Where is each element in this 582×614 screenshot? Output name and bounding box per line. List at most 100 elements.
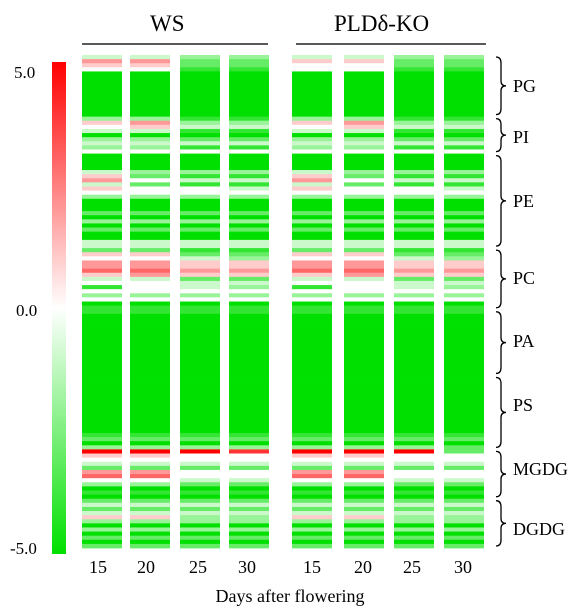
heatmap-cell bbox=[229, 128, 269, 134]
heatmap-cell bbox=[82, 227, 122, 233]
heatmap-cell bbox=[344, 71, 384, 76]
heatmap-cell bbox=[130, 63, 170, 68]
heatmap-cell bbox=[344, 91, 384, 97]
heatmap-cell bbox=[292, 260, 332, 265]
heatmap-cell bbox=[394, 297, 434, 302]
heatmap-cell bbox=[82, 498, 122, 504]
heatmap-cell bbox=[394, 116, 434, 122]
heatmap-cell bbox=[394, 256, 434, 261]
heatmap-cell bbox=[229, 59, 269, 64]
heatmap-cell bbox=[444, 211, 484, 216]
heatmap-cell bbox=[292, 235, 332, 241]
heatmap-cell bbox=[394, 145, 434, 150]
heatmap-cell bbox=[344, 235, 384, 241]
heatmap-cell bbox=[82, 293, 122, 298]
heatmap-cell bbox=[344, 437, 384, 442]
heatmap-cell bbox=[180, 511, 220, 516]
heatmap-cell bbox=[344, 79, 384, 85]
heatmap-cell bbox=[444, 91, 484, 97]
heatmap-cell bbox=[292, 404, 332, 409]
heatmap-cell bbox=[180, 141, 220, 146]
heatmap-cell bbox=[444, 342, 484, 348]
heatmap-cell bbox=[180, 338, 220, 343]
heatmap-cell bbox=[130, 83, 170, 89]
heatmap-cell bbox=[394, 420, 434, 426]
heatmap-cell bbox=[229, 165, 269, 171]
heatmap-cell bbox=[344, 457, 384, 463]
heatmap-cell bbox=[292, 519, 332, 524]
class-brace-pc bbox=[495, 249, 507, 309]
heatmap-cell bbox=[180, 363, 220, 368]
heatmap-cell bbox=[229, 239, 269, 245]
heatmap-cell bbox=[130, 153, 170, 159]
heatmap-cell bbox=[130, 128, 170, 134]
heatmap-cell bbox=[444, 207, 484, 212]
heatmap-cell bbox=[82, 523, 122, 528]
heatmap-cell bbox=[180, 272, 220, 278]
heatmap-cell bbox=[394, 416, 434, 422]
heatmap-cell bbox=[292, 264, 332, 270]
heatmap-cell bbox=[229, 55, 269, 60]
heatmap-cell bbox=[394, 428, 434, 434]
heatmap-cell bbox=[394, 301, 434, 307]
heatmap-cell bbox=[130, 223, 170, 228]
heatmap-cell bbox=[130, 104, 170, 109]
heatmap-cell bbox=[229, 96, 269, 101]
heatmap-cell bbox=[444, 104, 484, 109]
heatmap-cell bbox=[394, 359, 434, 364]
heatmap-cell bbox=[229, 63, 269, 68]
heatmap-cell bbox=[344, 297, 384, 302]
heatmap-cell bbox=[394, 482, 434, 487]
heatmap-cell bbox=[82, 527, 122, 532]
heatmap-cell bbox=[130, 350, 170, 356]
heatmap-cell bbox=[444, 243, 484, 249]
heatmap-cell bbox=[394, 260, 434, 265]
heatmap-cell bbox=[292, 371, 332, 376]
heatmap-cell bbox=[180, 371, 220, 376]
class-brace-pi bbox=[495, 117, 507, 153]
heatmap-cell bbox=[82, 268, 122, 274]
heatmap-cell bbox=[229, 248, 269, 253]
colorbar-tick-mid: 0.0 bbox=[16, 301, 38, 320]
heatmap-cell bbox=[292, 289, 332, 294]
heatmap-cell bbox=[444, 543, 484, 549]
heatmap-cell bbox=[229, 149, 269, 154]
heatmap-cell bbox=[82, 211, 122, 216]
heatmap-cell bbox=[130, 486, 170, 491]
heatmap-cell bbox=[82, 482, 122, 487]
heatmap-cell bbox=[292, 432, 332, 438]
heatmap-cell bbox=[130, 215, 170, 220]
heatmap-cell bbox=[292, 527, 332, 532]
heatmap-cell bbox=[82, 494, 122, 500]
heatmap-cell bbox=[394, 67, 434, 72]
heatmap-cell bbox=[292, 457, 332, 463]
heatmap-cell bbox=[180, 87, 220, 93]
heatmap-cell bbox=[130, 379, 170, 385]
heatmap-cell bbox=[229, 391, 269, 397]
heatmap-cell bbox=[292, 465, 332, 471]
heatmap-cell bbox=[292, 494, 332, 500]
heatmap-cell bbox=[82, 79, 122, 85]
heatmap-cell bbox=[344, 100, 384, 105]
heatmap-cell bbox=[444, 494, 484, 500]
heatmap-cell bbox=[394, 211, 434, 216]
heatmap-cell bbox=[229, 211, 269, 216]
heatmap-cell bbox=[444, 59, 484, 64]
heatmap-cell bbox=[229, 490, 269, 495]
class-brace-pg bbox=[495, 56, 507, 116]
heatmap-cell bbox=[229, 445, 269, 450]
heatmap-cell bbox=[344, 219, 384, 224]
heatmap-cell bbox=[292, 133, 332, 138]
heatmap-cell bbox=[394, 400, 434, 405]
heatmap-cell bbox=[180, 264, 220, 270]
heatmap-cell bbox=[82, 326, 122, 331]
heatmap-cell bbox=[82, 252, 122, 257]
heatmap-cell bbox=[229, 531, 269, 537]
heatmap-cell bbox=[130, 149, 170, 154]
heatmap-cell bbox=[130, 170, 170, 175]
heatmap-cell bbox=[130, 198, 170, 204]
heatmap-cell bbox=[394, 112, 434, 118]
heatmap-cell bbox=[82, 428, 122, 434]
heatmap-cell bbox=[82, 59, 122, 64]
